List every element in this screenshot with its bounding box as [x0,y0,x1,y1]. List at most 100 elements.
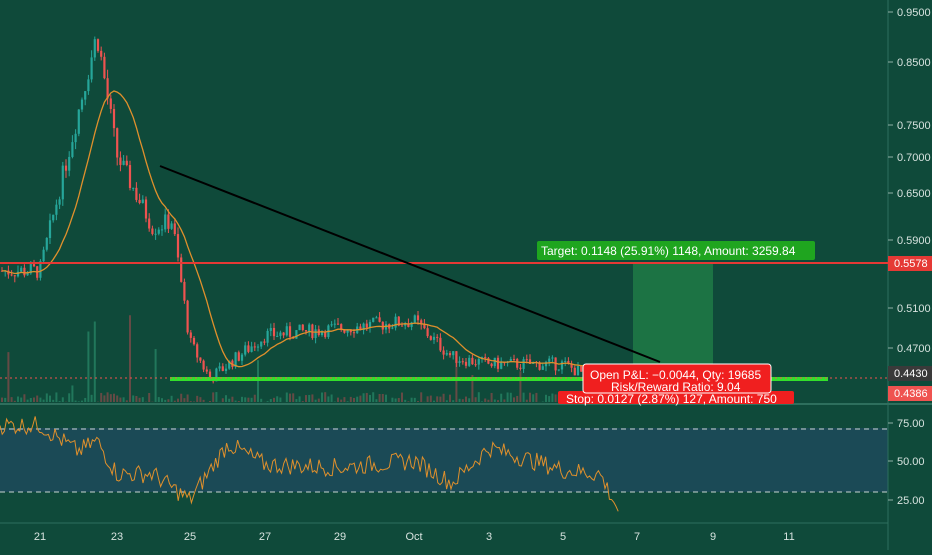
volume-bar [356,397,358,402]
volume-bar [350,397,352,402]
candle [94,37,96,61]
volume-bar [180,394,182,402]
x-tick-label: 27 [259,531,271,543]
price-badge-support: 0.4430 [888,366,932,381]
volume-bar [308,395,310,402]
volume-bar [315,400,317,402]
volume-bar [343,397,345,402]
volume-bar [231,397,233,402]
candle [295,330,297,339]
volume-bar [295,399,297,402]
candle [62,162,64,206]
volume-bar [331,394,333,402]
volume-bar [516,396,518,402]
volume-bar [158,397,160,402]
volume-bar [196,396,198,402]
volume-bar [87,331,89,402]
volume-bar [487,400,489,402]
volume-bar [494,400,496,402]
volume-bar [379,394,381,402]
volume-bar [289,394,291,402]
volume-bar [203,400,205,402]
volume-bar [391,398,393,402]
volume-bar [116,395,118,402]
volume-bar [247,398,249,402]
volume-bar [363,393,365,402]
volume-bar [187,394,189,402]
volume-bar [430,396,432,402]
volume-bar [49,396,51,402]
price-badge-text: 0.5578 [894,258,928,270]
volume-bar [433,401,435,402]
volume-bar [43,400,45,402]
volume-bar [30,398,32,402]
volume-bar [382,394,384,402]
volume-bar [551,394,553,402]
volume-bar [503,399,505,402]
volume-bar [14,401,16,402]
volume-bar [126,400,128,402]
volume-bar [411,398,413,402]
volume-bar [17,396,19,402]
risk-reward-text: Risk/Reward Ratio: 9.04 [611,380,741,394]
volume-bar [347,401,349,402]
target-label[interactable]: Target: 0.1148 (25.91%) 1148, Amount: 32… [537,241,815,260]
volume-bar [452,400,454,402]
volume-bar [81,401,83,402]
volume-bar [142,397,144,402]
volume-bar [183,398,185,402]
volume-bar [398,398,400,402]
volume-bar [475,397,477,402]
volume-bar [84,398,86,402]
volume-bar [337,398,339,402]
volume-bar [94,322,96,402]
volume-bar [459,399,461,402]
price-tick-label: 0.7000 [897,152,931,164]
volume-bar [270,399,272,402]
position-label[interactable]: Stop: 0.0127 (2.87%) 127, Amount: 750 Op… [558,364,794,406]
volume-bar [7,352,9,402]
volume-bar [52,400,54,402]
volume-bar [119,398,121,402]
volume-bar [212,392,214,402]
volume-bar [497,400,499,402]
volume-bar [439,397,441,402]
x-tick-label: 5 [560,531,566,543]
volume-bar [244,397,246,402]
volume-bar [193,401,195,402]
volume-bar [519,371,521,402]
volume-bar [91,395,93,402]
volume-bar [36,396,38,402]
volume-bar [55,392,57,402]
volume-bar [395,398,397,402]
volume-bar [164,400,166,402]
volume-bar [39,398,41,402]
x-tick-label: 25 [184,531,196,543]
price-tick-label: 0.5100 [897,303,931,315]
volume-bar [468,398,470,402]
rsi-band [0,428,888,492]
volume-bar [254,395,256,402]
volume-bar [46,393,48,402]
volume-bar [292,393,294,402]
volume-bar [523,393,525,402]
volume-bar [340,400,342,402]
volume-bar [135,396,137,402]
volume-bar [148,393,150,402]
x-tick-label: Oct [405,531,422,543]
volume-bar [299,396,301,402]
volume-bar [167,399,169,402]
candle [46,237,48,251]
profit-zone [633,262,713,380]
price-badge-last: 0.4386 [888,386,932,401]
volume-bar [375,399,377,402]
volume-bar [321,393,323,402]
volume-bar [161,398,163,402]
volume-bar [222,398,224,402]
x-tick-label: 3 [486,531,492,543]
volume-bar [532,394,534,402]
volume-bar [427,396,429,402]
volume-bar [209,401,211,402]
volume-bar [478,392,480,402]
